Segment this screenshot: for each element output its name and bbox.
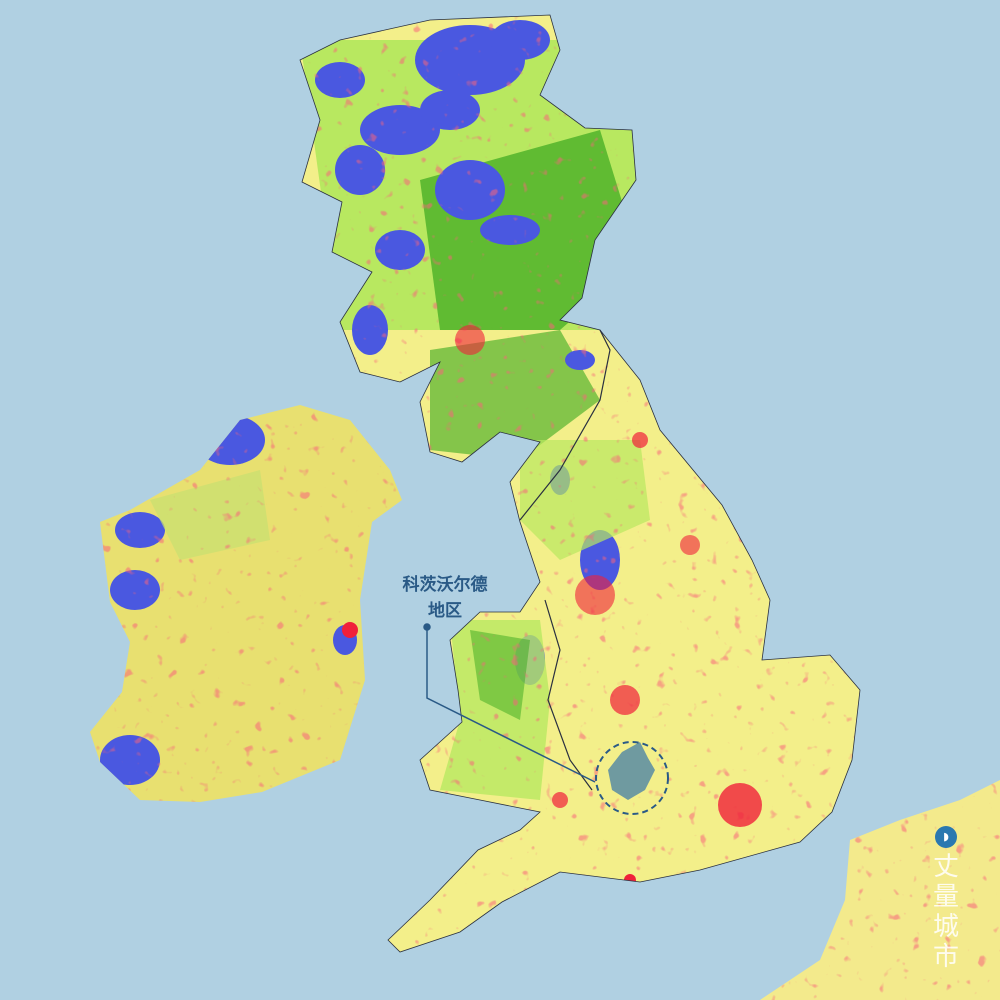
cotswolds-label-line1: 科茨沃尔德 [402,575,488,595]
cotswolds-label-line2: 地区 [428,601,462,621]
cotswolds-label: 科茨沃尔德 地区 [380,572,510,624]
watermark-text: 丈量城市 [932,852,959,972]
country-borders [299,14,861,953]
city-logo-icon: ◗ [935,826,957,848]
watermark: ◗ 丈量城市 [926,826,966,972]
cotswolds-highlight [595,741,669,815]
annotation-leader-line [423,623,596,783]
